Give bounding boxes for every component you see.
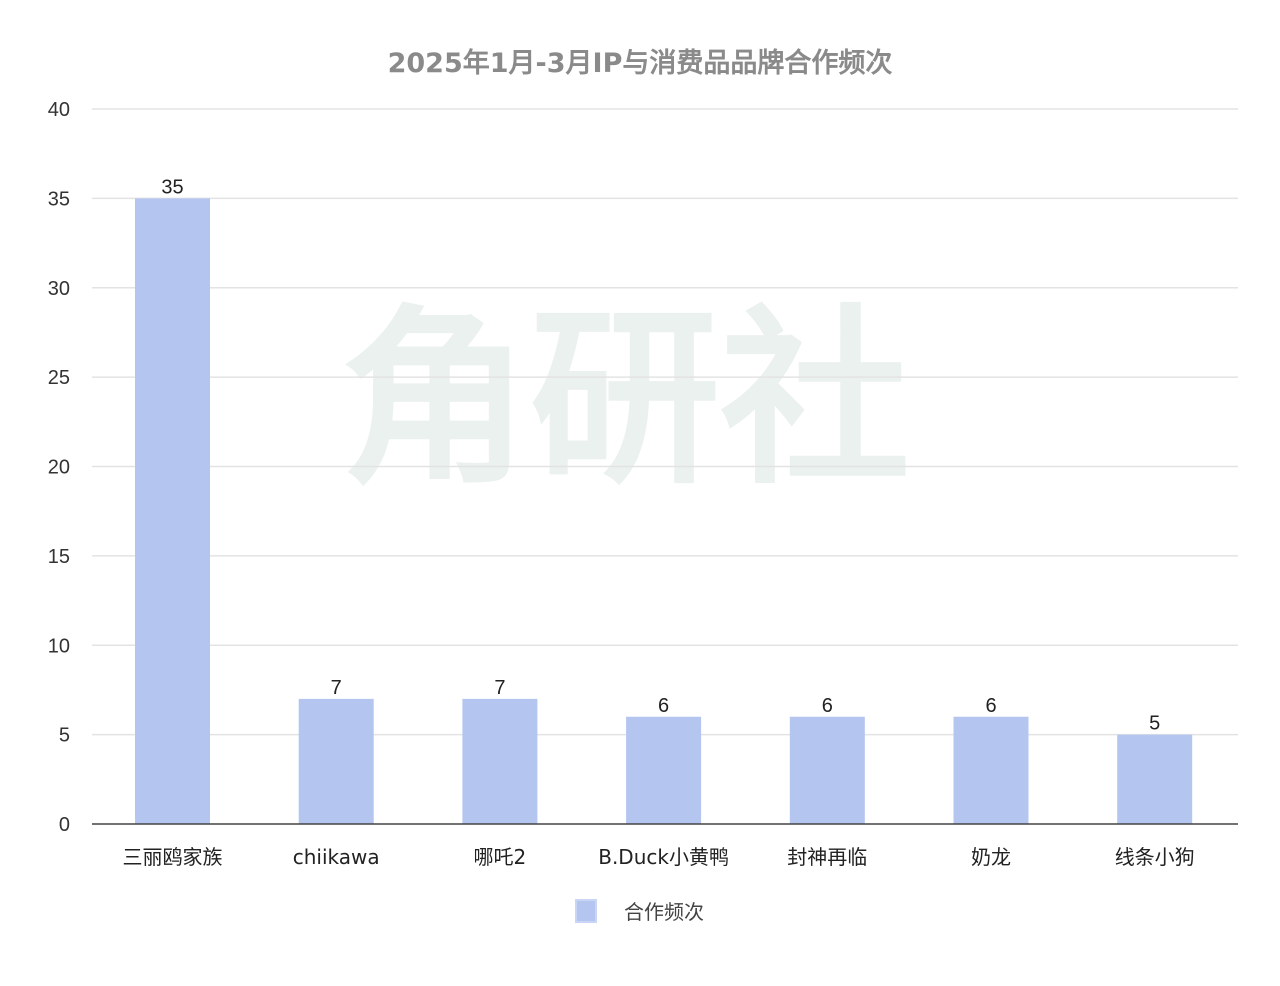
- y-axis-ticks: 0 5 10 15 20 25 30 35 40: [48, 99, 70, 836]
- legend[interactable]: 合作频次: [575, 899, 704, 924]
- gridlines: [92, 108, 1238, 736]
- y-tick-label: 40: [48, 99, 70, 121]
- bar[interactable]: [462, 698, 538, 824]
- y-tick-label: 15: [48, 546, 70, 568]
- y-tick-label: 5: [59, 725, 70, 747]
- x-category-label: chiikawa: [293, 845, 380, 869]
- x-category-label: 线条小狗: [1115, 845, 1195, 869]
- data-label: 6: [822, 695, 833, 717]
- data-label: 7: [494, 677, 505, 699]
- bar[interactable]: [626, 716, 702, 824]
- bar[interactable]: [1117, 734, 1193, 824]
- x-category-label: 奶龙: [971, 845, 1011, 869]
- data-label: 5: [1149, 713, 1160, 735]
- y-tick-label: 30: [48, 278, 70, 300]
- chart-title: 2025年1月-3月IP与消费品品牌合作频次: [388, 47, 893, 79]
- x-category-label: 封神再临: [787, 845, 867, 869]
- bars: [135, 198, 1193, 824]
- data-label: 7: [331, 677, 342, 699]
- y-tick-label: 25: [48, 367, 70, 389]
- y-tick-label: 10: [48, 635, 70, 657]
- watermark-logo: 角研社: [340, 289, 910, 510]
- bar[interactable]: [789, 716, 865, 824]
- x-category-label: 三丽鸥家族: [123, 845, 223, 869]
- x-category-label: B.Duck小黄鸭: [598, 845, 729, 869]
- x-category-label: 哪吒2: [474, 845, 527, 869]
- bar[interactable]: [298, 698, 374, 824]
- y-tick-label: 35: [48, 188, 70, 210]
- data-label: 35: [161, 176, 183, 198]
- data-label: 6: [985, 695, 996, 717]
- data-label: 6: [658, 695, 669, 717]
- bar[interactable]: [953, 716, 1029, 824]
- x-axis-categories: 三丽鸥家族 chiikawa 哪吒2 B.Duck小黄鸭 封神再临 奶龙 线条小狗: [123, 845, 1195, 869]
- y-tick-label: 0: [59, 814, 70, 836]
- bar[interactable]: [135, 198, 210, 824]
- legend-label: 合作频次: [624, 900, 704, 924]
- legend-swatch: [575, 899, 597, 923]
- y-tick-label: 20: [48, 457, 70, 479]
- data-labels: 35 7 7 6 6 6 5: [161, 176, 1160, 734]
